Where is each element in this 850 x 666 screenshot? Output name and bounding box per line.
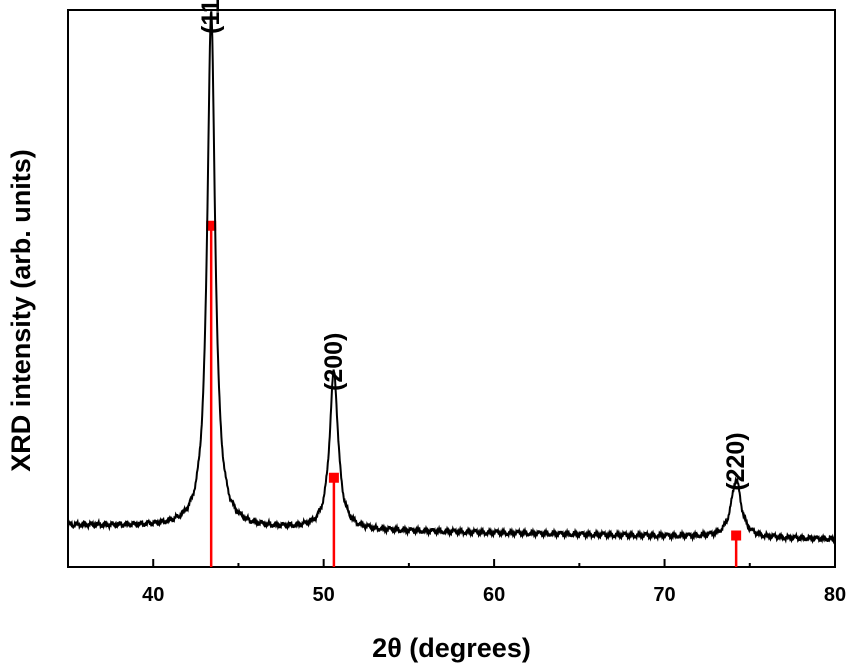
x-tick-label: 80 — [824, 584, 846, 606]
reference-marker — [328, 472, 339, 483]
x-tick-label: 60 — [483, 584, 505, 606]
peak-label: (111) — [197, 0, 225, 34]
plot-frame — [67, 9, 836, 568]
x-axis-title: 2θ (degrees) — [372, 633, 531, 663]
xrd-pattern-line — [67, 11, 836, 545]
x-tick-label: 50 — [313, 584, 335, 606]
reference-sticks — [206, 220, 742, 567]
y-axis-title: XRD intensity (arb. units) — [6, 149, 36, 472]
x-tick-label: 40 — [142, 584, 164, 606]
x-tick-label: 70 — [653, 584, 675, 606]
peak-label: (220) — [722, 432, 750, 490]
reference-marker — [731, 530, 742, 541]
peak-label: (200) — [320, 333, 348, 391]
x-axis-ticks: 40 50 60 70 80 — [142, 559, 846, 606]
reference-marker — [206, 220, 217, 231]
peak-labels: (111) (200) (220) — [197, 0, 750, 491]
